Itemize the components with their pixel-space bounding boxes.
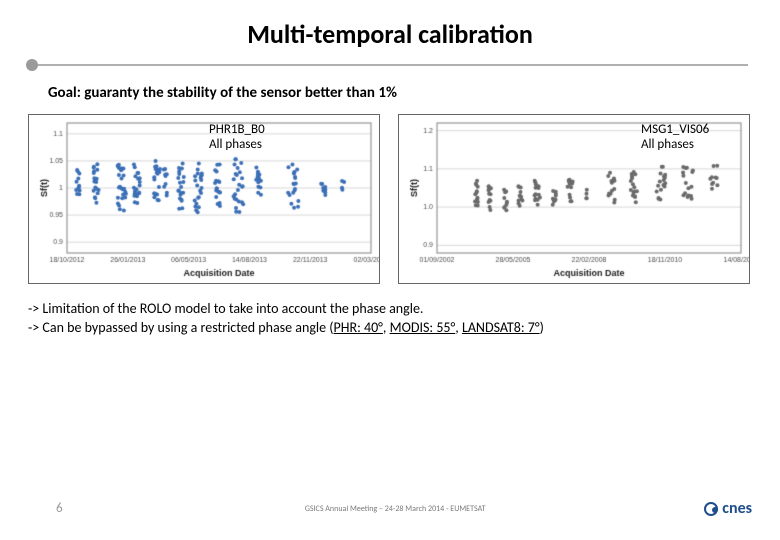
chart-phr1b-canvas <box>29 115 379 283</box>
chart-msg1-legend: MSG1_VIS06All phases <box>641 123 709 153</box>
cnes-logo-text: cnes <box>722 499 752 518</box>
goal-text: Goal: guaranty the stability of the sens… <box>48 84 780 102</box>
charts-row: PHR1B_B0All phases MSG1_VIS06All phases <box>28 114 752 284</box>
notes-block: -> Limitation of the ROLO model to take … <box>28 300 752 338</box>
note-line-1: -> Limitation of the ROLO model to take … <box>28 300 752 319</box>
chart-phr1b-legend: PHR1B_B0All phases <box>209 123 265 153</box>
footer: 6 GSICS Annual Meeting – 24-28 March 201… <box>0 499 780 518</box>
slide: Multi-temporal calibration Goal: guarant… <box>0 0 780 540</box>
note-line-2: -> Can be bypassed by using a restricted… <box>28 319 752 338</box>
footer-text: GSICS Annual Meeting – 24-28 March 2014 … <box>86 504 704 514</box>
cnes-logo-icon <box>704 502 718 516</box>
page-number: 6 <box>56 501 86 516</box>
title-divider <box>32 64 748 66</box>
chart-msg1: MSG1_VIS06All phases <box>398 114 750 284</box>
chart-phr1b: PHR1B_B0All phases <box>28 114 380 284</box>
slide-title: Multi-temporal calibration <box>0 0 780 50</box>
cnes-logo: cnes <box>704 499 752 518</box>
